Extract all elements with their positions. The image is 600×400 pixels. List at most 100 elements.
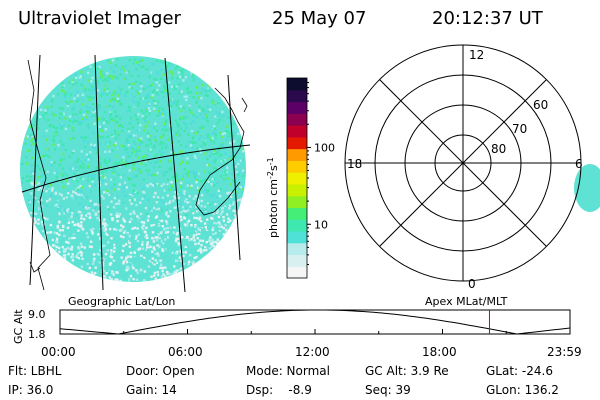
emission-speckle bbox=[199, 113, 202, 116]
emission-speckle bbox=[129, 134, 132, 137]
emission-speckle bbox=[87, 126, 91, 129]
emission-speckle bbox=[68, 237, 71, 240]
emission-speckle bbox=[215, 222, 218, 225]
emission-speckle bbox=[213, 186, 216, 189]
emission-speckle bbox=[184, 108, 188, 112]
emission-speckle bbox=[65, 196, 68, 199]
emission-speckle bbox=[27, 176, 30, 180]
emission-speckle bbox=[25, 179, 28, 183]
emission-speckle bbox=[234, 156, 237, 159]
emission-speckle bbox=[43, 110, 47, 114]
emission-speckle bbox=[189, 146, 192, 149]
emission-speckle bbox=[214, 152, 217, 155]
emission-speckle bbox=[135, 67, 138, 71]
emission-speckle bbox=[27, 202, 31, 206]
emission-speckle bbox=[212, 152, 215, 156]
emission-speckle bbox=[57, 144, 60, 147]
emission-speckle bbox=[129, 212, 132, 216]
emission-speckle bbox=[93, 99, 96, 103]
emission-speckle bbox=[164, 120, 168, 124]
emission-speckle bbox=[64, 117, 67, 120]
emission-speckle bbox=[124, 243, 128, 246]
emission-speckle bbox=[116, 199, 119, 202]
emission-speckle bbox=[156, 59, 159, 63]
emission-speckle bbox=[194, 156, 197, 159]
emission-speckle bbox=[127, 178, 130, 181]
emission-speckle bbox=[107, 160, 110, 163]
emission-speckle bbox=[148, 253, 152, 256]
emission-speckle bbox=[28, 207, 32, 210]
emission-speckle bbox=[218, 194, 222, 198]
emission-speckle bbox=[218, 229, 222, 232]
emission-speckle bbox=[42, 180, 45, 183]
emission-speckle bbox=[147, 103, 151, 106]
emission-speckle bbox=[161, 108, 165, 111]
emission-speckle bbox=[166, 64, 169, 68]
emission-speckle bbox=[211, 137, 214, 140]
emission-speckle bbox=[180, 150, 183, 153]
emission-speckle bbox=[154, 277, 157, 280]
emission-speckle bbox=[204, 93, 208, 97]
emission-speckle bbox=[80, 226, 83, 229]
emission-speckle bbox=[70, 131, 73, 134]
emission-speckle bbox=[50, 189, 54, 192]
emission-speckle bbox=[207, 180, 210, 183]
emission-speckle bbox=[158, 219, 161, 223]
emission-speckle bbox=[205, 130, 208, 133]
emission-speckle bbox=[196, 147, 199, 150]
emission-speckle bbox=[163, 174, 166, 177]
emission-speckle bbox=[116, 162, 120, 166]
emission-speckle bbox=[172, 146, 175, 149]
emission-speckle bbox=[56, 197, 59, 200]
emission-speckle bbox=[207, 110, 210, 113]
emission-speckle bbox=[226, 166, 229, 169]
colorbar-segment bbox=[287, 172, 307, 185]
emission-speckle bbox=[64, 127, 68, 130]
colorbar-segment bbox=[287, 254, 307, 267]
emission-speckle bbox=[208, 116, 211, 119]
emission-speckle bbox=[158, 107, 161, 110]
emission-speckle bbox=[202, 199, 206, 203]
emission-speckle bbox=[102, 222, 105, 225]
emission-speckle bbox=[132, 267, 135, 270]
emission-speckle bbox=[235, 135, 238, 139]
emission-speckle bbox=[67, 243, 70, 246]
emission-speckle bbox=[206, 220, 209, 223]
emission-speckle bbox=[82, 154, 86, 157]
emission-speckle bbox=[129, 203, 132, 207]
emission-speckle bbox=[110, 256, 114, 259]
emission-speckle bbox=[152, 126, 156, 129]
emission-speckle bbox=[226, 188, 229, 191]
emission-speckle bbox=[144, 154, 147, 158]
emission-speckle bbox=[229, 195, 233, 198]
emission-speckle bbox=[55, 179, 58, 182]
emission-speckle bbox=[75, 261, 79, 265]
emission-speckle bbox=[177, 65, 180, 68]
emission-speckle bbox=[105, 194, 109, 197]
emission-speckle bbox=[161, 61, 165, 64]
emission-speckle bbox=[44, 236, 47, 239]
emission-speckle bbox=[122, 262, 125, 265]
emission-speckle bbox=[132, 189, 135, 193]
emission-speckle bbox=[158, 238, 161, 242]
meridian-line bbox=[227, 74, 241, 261]
emission-speckle bbox=[96, 118, 100, 122]
emission-speckle bbox=[112, 243, 116, 246]
emission-speckle bbox=[164, 79, 168, 82]
emission-speckle bbox=[189, 253, 192, 257]
emission-speckle bbox=[98, 108, 102, 112]
emission-speckle bbox=[125, 71, 128, 74]
emission-speckle bbox=[66, 209, 69, 212]
emission-speckle bbox=[121, 249, 125, 253]
emission-speckle bbox=[181, 72, 184, 75]
emission-speckle bbox=[212, 177, 216, 181]
emission-speckle bbox=[166, 222, 169, 225]
emission-speckle bbox=[140, 268, 143, 271]
emission-speckle bbox=[160, 207, 163, 210]
emission-speckle bbox=[158, 173, 161, 177]
status-flt: Flt: LBHL bbox=[8, 364, 62, 378]
emission-speckle bbox=[88, 266, 91, 270]
emission-speckle bbox=[183, 95, 186, 98]
emission-speckle bbox=[171, 251, 174, 254]
emission-speckle bbox=[194, 242, 197, 246]
